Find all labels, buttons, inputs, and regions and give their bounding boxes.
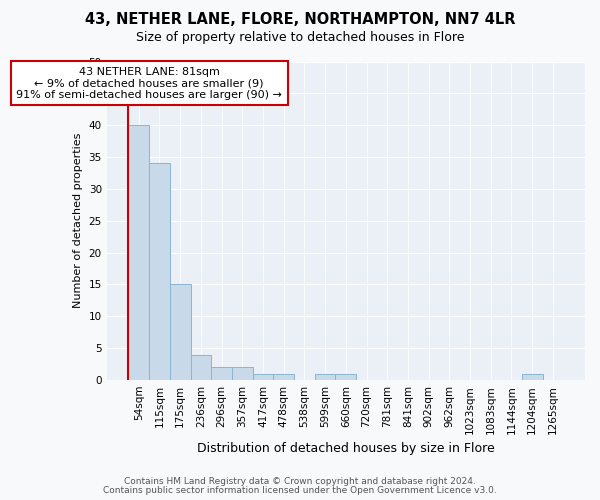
Bar xyxy=(128,125,149,380)
Bar xyxy=(232,368,253,380)
Text: 43 NETHER LANE: 81sqm
← 9% of detached houses are smaller (9)
91% of semi-detach: 43 NETHER LANE: 81sqm ← 9% of detached h… xyxy=(16,66,282,100)
Bar xyxy=(253,374,274,380)
Bar xyxy=(211,368,232,380)
Bar xyxy=(522,374,542,380)
Bar xyxy=(191,354,211,380)
Text: 43, NETHER LANE, FLORE, NORTHAMPTON, NN7 4LR: 43, NETHER LANE, FLORE, NORTHAMPTON, NN7… xyxy=(85,12,515,28)
Bar xyxy=(149,164,170,380)
Bar xyxy=(274,374,294,380)
Text: Contains public sector information licensed under the Open Government Licence v3: Contains public sector information licen… xyxy=(103,486,497,495)
Text: Contains HM Land Registry data © Crown copyright and database right 2024.: Contains HM Land Registry data © Crown c… xyxy=(124,477,476,486)
Text: Size of property relative to detached houses in Flore: Size of property relative to detached ho… xyxy=(136,31,464,44)
Bar xyxy=(170,284,191,380)
Bar xyxy=(315,374,335,380)
X-axis label: Distribution of detached houses by size in Flore: Distribution of detached houses by size … xyxy=(197,442,495,455)
Y-axis label: Number of detached properties: Number of detached properties xyxy=(73,133,83,308)
Bar xyxy=(335,374,356,380)
